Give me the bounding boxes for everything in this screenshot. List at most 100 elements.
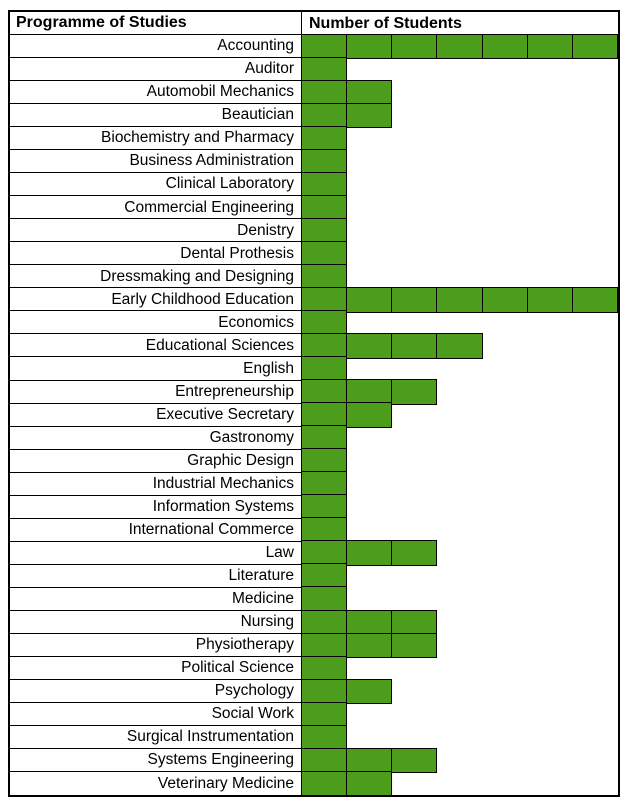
bar-segment [437, 333, 483, 359]
bar-segment [302, 724, 348, 751]
bar-segment [302, 471, 348, 497]
programme-label: Educational Sciences [10, 334, 302, 358]
bar-segment [302, 517, 348, 544]
programme-label: Psychology [10, 679, 302, 703]
bar-cell [302, 79, 618, 106]
table-row: Business Administration [10, 148, 618, 175]
bar-cell [302, 425, 618, 451]
student-count-bar [302, 287, 618, 313]
programme-label: Literature [10, 564, 302, 588]
table-row: Physiotherapy [10, 632, 618, 659]
col-header-programme: Programme of Studies [10, 12, 302, 36]
bar-segment [392, 33, 438, 60]
bar-cell [302, 56, 618, 83]
programme-label: Political Science [10, 656, 302, 680]
table-row: Automobil Mechanics [10, 79, 618, 106]
student-count-bar [302, 241, 348, 267]
bar-segment [392, 540, 438, 567]
programme-label: Industrial Mechanics [10, 472, 302, 496]
student-count-bar [302, 747, 438, 774]
programme-label: Surgical Instrumentation [10, 725, 302, 749]
bar-cell [302, 678, 618, 705]
table-row: Medicine [10, 586, 618, 613]
bar-segment [302, 264, 348, 290]
bar-cell [302, 333, 618, 359]
bar-segment [302, 632, 348, 659]
programme-label: Social Work [10, 702, 302, 726]
table-row: Dressmaking and Designing [10, 264, 618, 290]
programme-label: English [10, 357, 302, 381]
programme-label: Law [10, 541, 302, 565]
student-count-bar [302, 517, 348, 544]
bar-segment [347, 402, 393, 428]
programme-label: Entrepreneurship [10, 380, 302, 404]
table-row: Accounting [10, 33, 618, 60]
student-count-bar [302, 770, 393, 797]
table-row: Commercial Engineering [10, 194, 618, 221]
bar-segment [347, 79, 393, 106]
bar-segment [482, 33, 528, 60]
bar-segment [572, 33, 618, 60]
bar-segment [302, 333, 348, 359]
table-row: Clinical Laboratory [10, 171, 618, 198]
table-row: Dental Prothesis [10, 241, 618, 267]
programme-label: Nursing [10, 610, 302, 634]
table-row: Surgical Instrumentation [10, 724, 618, 751]
programme-label: Automobil Mechanics [10, 81, 302, 105]
bar-segment [392, 632, 438, 659]
student-count-bar [302, 609, 438, 636]
student-count-bar [302, 471, 348, 497]
programme-label: International Commerce [10, 518, 302, 542]
bar-segment [347, 678, 393, 705]
table-row: Beautician [10, 102, 618, 129]
programme-label: Dental Prothesis [10, 242, 302, 266]
bar-segment [347, 609, 393, 636]
table-row: English [10, 356, 618, 382]
bar-segment [302, 655, 348, 682]
programme-label: Beautician [10, 104, 302, 128]
bar-segment [392, 287, 438, 313]
bar-segment [302, 125, 348, 152]
bar-segment [302, 586, 348, 613]
bar-segment [302, 379, 348, 405]
table-row: Veterinary Medicine [10, 770, 618, 797]
bar-segment [347, 747, 393, 774]
programme-label: Business Administration [10, 150, 302, 174]
student-count-bar [302, 632, 438, 659]
student-count-bar [302, 402, 393, 428]
bar-segment [392, 609, 438, 636]
bar-cell [302, 102, 618, 129]
col-header-number-of-students: Number of Students [309, 14, 462, 32]
student-count-bar [302, 425, 348, 451]
programme-label: Early Childhood Education [10, 288, 302, 312]
programme-label: Biochemistry and Pharmacy [10, 127, 302, 151]
table-row: Literature [10, 563, 618, 590]
bar-cell [302, 171, 618, 198]
bar-segment [302, 287, 348, 313]
table-row: Graphic Design [10, 448, 618, 474]
bar-cell [302, 747, 618, 774]
bar-cell [302, 540, 618, 567]
student-count-bar [302, 586, 348, 613]
bar-cell [302, 655, 618, 682]
bar-cell [302, 701, 618, 728]
bar-segment [347, 540, 393, 567]
students-by-programme-table: Programme of Studies Number of Students … [8, 10, 620, 797]
student-count-bar [302, 678, 393, 705]
bar-cell [302, 356, 618, 382]
bar-segment [482, 287, 528, 313]
student-count-bar [302, 540, 438, 567]
programme-label: Physiotherapy [10, 633, 302, 657]
bar-segment [302, 563, 348, 590]
bar-cell [302, 609, 618, 636]
bar-segment [347, 333, 393, 359]
programme-label: Graphic Design [10, 449, 302, 473]
programme-label: Commercial Engineering [10, 196, 302, 220]
bar-segment [392, 747, 438, 774]
bar-segment [572, 287, 618, 313]
student-count-bar [302, 379, 438, 405]
bar-cell [302, 310, 618, 336]
bar-segment [302, 148, 348, 175]
bar-cell [302, 494, 618, 520]
student-count-bar [302, 494, 348, 520]
